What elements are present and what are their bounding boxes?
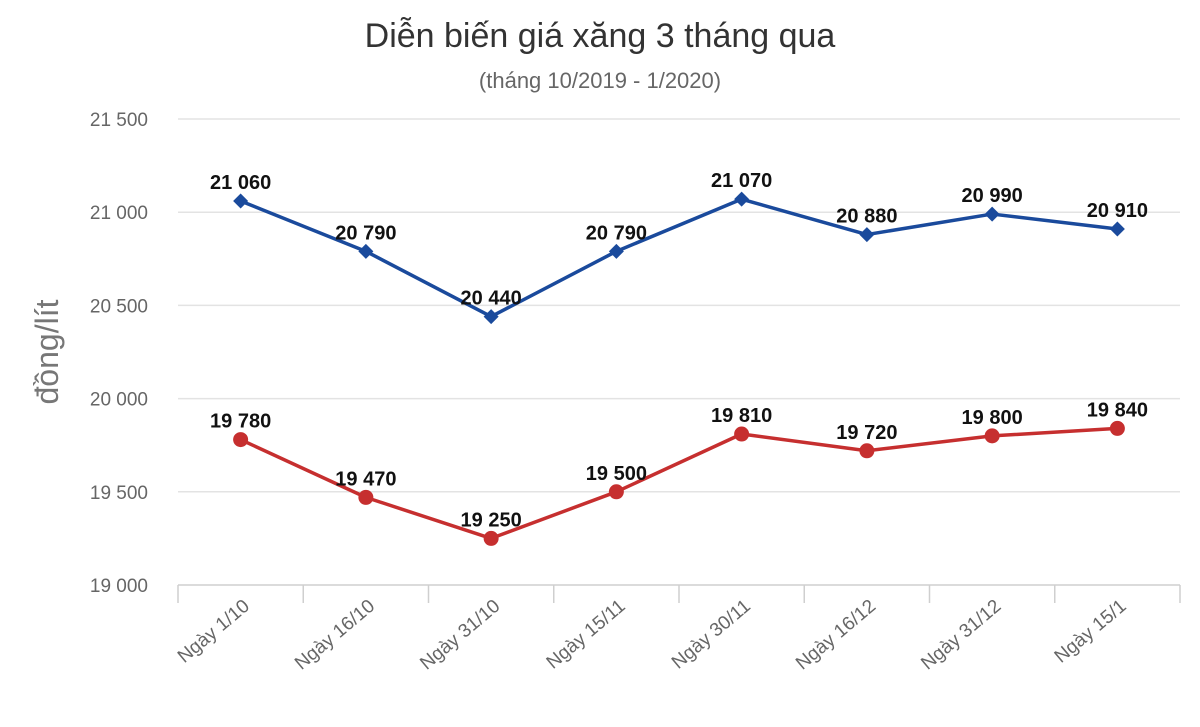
data-point <box>734 426 750 442</box>
y-tick-label: 20 500 <box>90 296 148 317</box>
data-point <box>984 428 1000 444</box>
x-tick-label: Ngày 1/10 <box>174 596 254 668</box>
data-labels: 21 060 20 790 20 440 20 790 21 070 20 880 20 9… <box>210 170 1148 531</box>
x-axis: Ngày 1/10 Ngày 16/10 Ngày 31/10 Ngày 15/11 N… <box>174 584 1181 675</box>
x-tick-label: Ngày 16/10 <box>291 596 379 675</box>
gridlines: 19 000 19 500 20 000 20 500 21 000 21 500 <box>90 110 1180 597</box>
y-tick-label: 21 000 <box>90 203 148 224</box>
x-tick-label: Ngày 15/1 <box>1051 596 1131 668</box>
y-axis-label: đồng/lít <box>29 299 65 404</box>
x-tick-label: Ngày 15/11 <box>543 596 630 674</box>
data-point <box>734 191 750 207</box>
data-label: 20 990 <box>962 185 1023 207</box>
data-point <box>859 227 875 243</box>
y-tick-label: 19 500 <box>90 483 148 504</box>
data-label: 20 910 <box>1087 200 1148 222</box>
data-label: 19 250 <box>461 509 522 531</box>
data-label: 19 470 <box>335 468 396 490</box>
data-point <box>358 489 374 505</box>
data-point <box>1109 420 1125 436</box>
data-point <box>483 530 499 546</box>
x-tick-label: Ngày 31/10 <box>416 596 504 675</box>
x-tick-label: Ngày 16/12 <box>792 596 880 675</box>
data-label: 21 070 <box>711 170 772 192</box>
chart-subtitle: (tháng 10/2019 - 1/2020) <box>479 68 721 93</box>
y-tick-label: 21 500 <box>90 110 148 131</box>
x-tick-label: Ngày 30/11 <box>668 596 755 674</box>
data-point <box>608 243 624 259</box>
data-point <box>608 484 624 500</box>
data-label: 19 840 <box>1087 399 1148 421</box>
series-line <box>239 426 1118 541</box>
series-line <box>239 197 1118 319</box>
data-point <box>859 443 875 459</box>
data-label: 19 720 <box>836 422 897 444</box>
x-tick-label: Ngày 31/12 <box>917 596 1005 675</box>
y-tick-label: 20 000 <box>90 390 148 411</box>
data-point <box>233 432 249 448</box>
data-point <box>233 193 249 209</box>
data-label: 19 780 <box>210 411 271 433</box>
data-point <box>483 309 499 325</box>
data-point <box>1109 221 1125 237</box>
data-label: 20 880 <box>836 206 897 228</box>
chart-title: Diễn biến giá xăng 3 tháng qua <box>365 17 836 55</box>
data-point <box>984 206 1000 222</box>
series-layer <box>233 191 1125 546</box>
y-tick-label: 19 000 <box>90 576 148 597</box>
data-label: 19 810 <box>711 405 772 427</box>
data-label: 20 440 <box>461 288 522 310</box>
data-point <box>358 243 374 259</box>
data-label: 19 500 <box>586 463 647 485</box>
data-label: 19 800 <box>962 407 1023 429</box>
data-label: 21 060 <box>210 172 271 194</box>
data-label: 20 790 <box>335 222 396 244</box>
data-label: 20 790 <box>586 222 647 244</box>
